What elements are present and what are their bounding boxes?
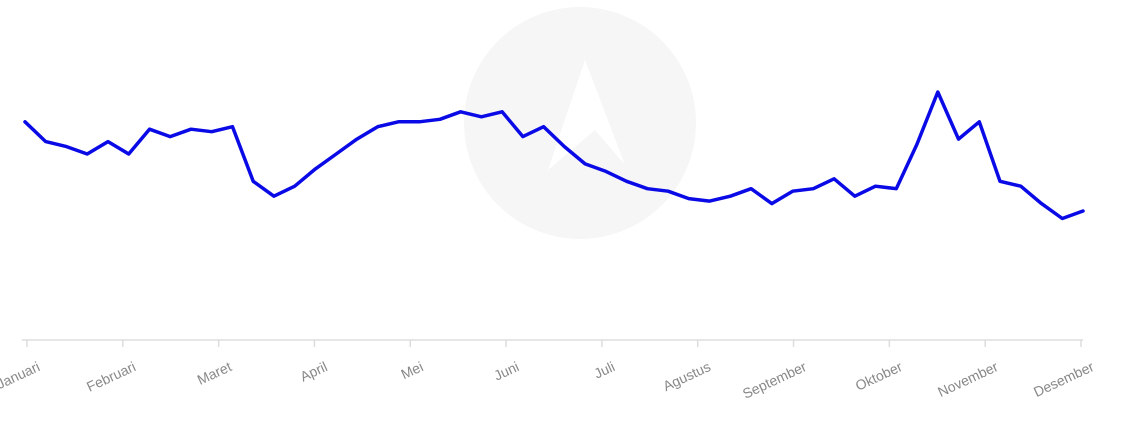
x-tick-label: Januari [0,358,42,392]
x-tick-label: Desember [1031,358,1097,400]
x-tick-label: November [935,358,1001,400]
x-tick-label: Juli [591,358,617,381]
x-tick-label: Oktober [853,358,905,394]
x-tick-label: April [298,358,330,384]
watermark-logo [548,60,625,170]
x-tick-label: September [740,358,809,402]
x-tick-label: Maret [195,358,234,388]
line-series [23,90,1085,221]
x-tick-label: Agustus [660,358,713,394]
x-tick-label: Juni [491,358,521,383]
x-tick-label: Februari [84,358,138,395]
x-tick-label: Mei [398,358,425,382]
